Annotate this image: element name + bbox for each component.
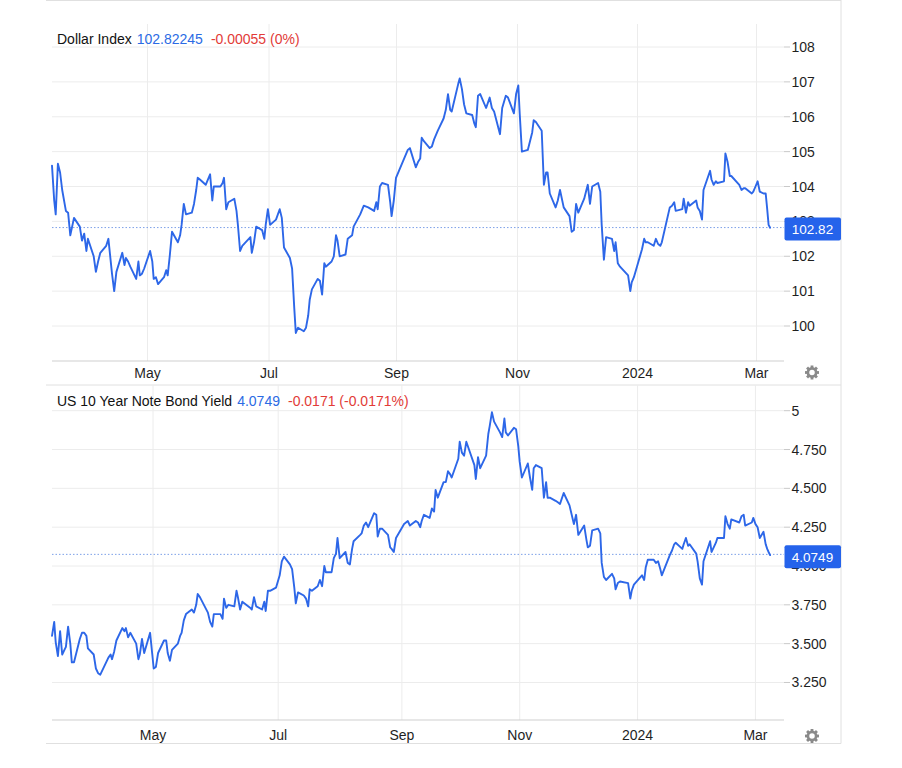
y-tick-label: 108 [792,39,816,55]
x-tick-label: Nov [507,727,532,743]
current-price-badge-label: 4.0749 [792,550,833,565]
stock-charts-page: 108107106105104103102101100MayJulSepNov2… [0,0,902,768]
x-tick-label: Sep [389,727,414,743]
y-tick-label: 3.750 [792,597,827,613]
x-tick-label: May [134,365,160,381]
y-tick-label: 101 [792,283,816,299]
y-tick-label: 104 [792,179,816,195]
settings-gear-icon[interactable] [805,366,819,380]
x-tick-label: 2024 [622,727,653,743]
chart-title: Dollar Index [57,31,132,47]
y-tick-label: 4.500 [792,480,827,496]
y-tick-label: 100 [792,318,816,334]
y-tick-label: 4.750 [792,442,827,458]
y-tick-label: 102 [792,248,816,264]
chart-price-change: -0.00055 (0%) [211,31,300,47]
gear-ring [808,732,816,740]
y-tick-label: 5 [792,403,800,419]
y-tick-label: 3.500 [792,636,827,652]
chart-current-price: 4.0749 [237,393,280,409]
chart-us-10-year-yield: 54.7504.5004.2504.0003.7503.5003.250MayJ… [52,385,841,743]
x-tick-label: May [140,727,166,743]
y-tick-label: 4.250 [792,519,827,535]
gear-ring [808,368,816,376]
y-tick-label: 107 [792,74,816,90]
x-tick-label: Jul [269,727,287,743]
y-tick-label: 105 [792,144,816,160]
chart-price-change: -0.0171 (-0.0171%) [288,393,409,409]
chart-dollar-index: 108107106105104103102101100MayJulSepNov2… [52,24,841,381]
x-tick-label: Sep [384,365,409,381]
y-tick-label: 106 [792,109,816,125]
x-tick-label: Mar [744,365,768,381]
chart-current-price: 102.82245 [137,31,203,47]
chart-title: US 10 Year Note Bond Yield [57,393,232,409]
y-tick-label: 3.250 [792,674,827,690]
x-tick-label: Nov [505,365,530,381]
charts-canvas: 108107106105104103102101100MayJulSepNov2… [0,0,902,768]
plot-area-us-10-year-yield[interactable] [52,385,784,720]
plot-area-dollar-index[interactable] [52,24,784,361]
x-tick-label: Mar [743,727,767,743]
x-tick-label: 2024 [622,365,653,381]
current-price-badge-label: 102.82 [792,222,833,237]
x-tick-label: Jul [260,365,278,381]
settings-gear-icon[interactable] [805,729,819,743]
chart-header-dollar-index: Dollar Index 102.82245 -0.00055 (0%) [57,31,300,47]
